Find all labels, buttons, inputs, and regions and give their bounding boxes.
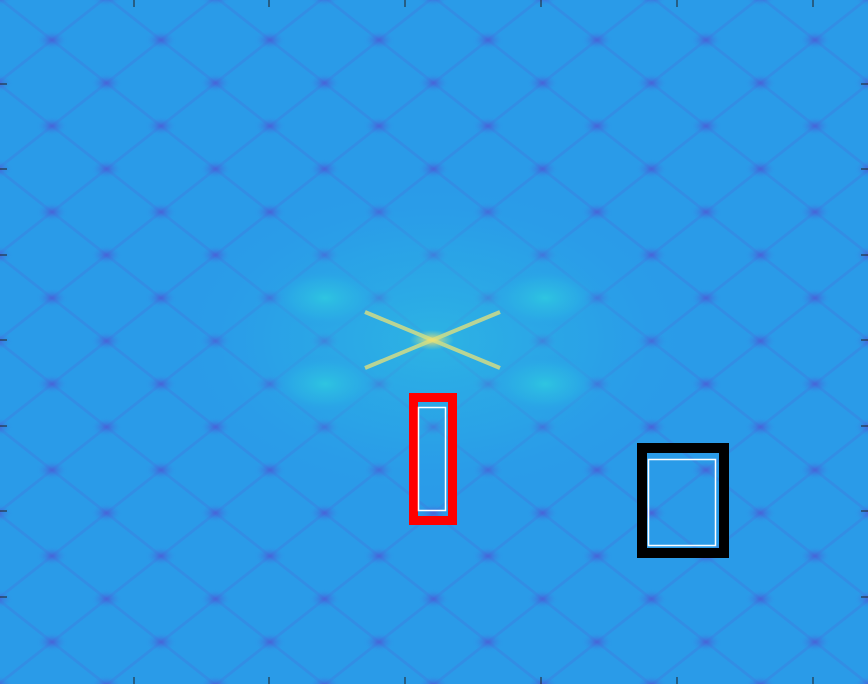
- red-box: [409, 393, 457, 525]
- lobe: [270, 268, 380, 328]
- lobe: [270, 354, 380, 414]
- black-box: [637, 443, 729, 558]
- center-cross: [364, 310, 501, 370]
- lobe: [490, 354, 600, 414]
- lobe: [490, 268, 600, 328]
